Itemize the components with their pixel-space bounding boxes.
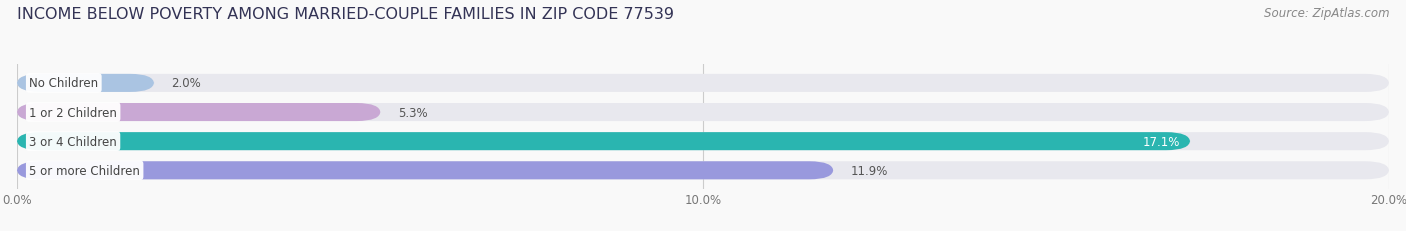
Text: 3 or 4 Children: 3 or 4 Children bbox=[30, 135, 117, 148]
Text: 5 or more Children: 5 or more Children bbox=[30, 164, 141, 177]
Text: No Children: No Children bbox=[30, 77, 98, 90]
Text: 17.1%: 17.1% bbox=[1143, 135, 1180, 148]
FancyBboxPatch shape bbox=[17, 133, 1389, 151]
Text: Source: ZipAtlas.com: Source: ZipAtlas.com bbox=[1264, 7, 1389, 20]
FancyBboxPatch shape bbox=[17, 103, 1389, 122]
FancyBboxPatch shape bbox=[17, 103, 381, 122]
FancyBboxPatch shape bbox=[17, 75, 1389, 93]
Text: INCOME BELOW POVERTY AMONG MARRIED-COUPLE FAMILIES IN ZIP CODE 77539: INCOME BELOW POVERTY AMONG MARRIED-COUPL… bbox=[17, 7, 673, 22]
Text: 2.0%: 2.0% bbox=[172, 77, 201, 90]
Text: 11.9%: 11.9% bbox=[851, 164, 889, 177]
FancyBboxPatch shape bbox=[17, 133, 1189, 151]
FancyBboxPatch shape bbox=[17, 75, 155, 93]
Text: 1 or 2 Children: 1 or 2 Children bbox=[30, 106, 117, 119]
FancyBboxPatch shape bbox=[17, 161, 1389, 179]
Text: 5.3%: 5.3% bbox=[398, 106, 427, 119]
FancyBboxPatch shape bbox=[17, 161, 834, 179]
